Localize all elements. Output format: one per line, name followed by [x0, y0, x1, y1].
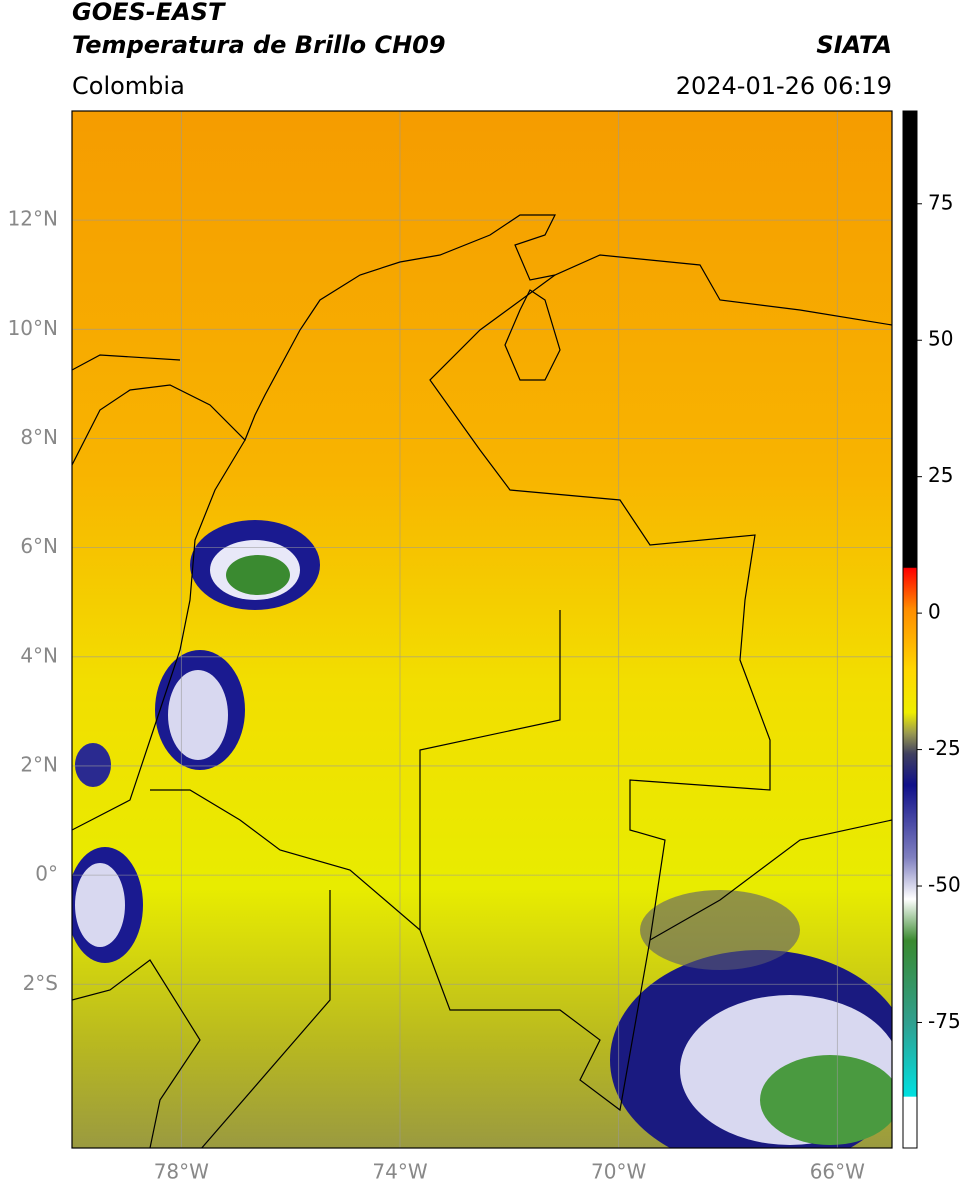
cloud: [640, 890, 800, 970]
coastline: [72, 214, 892, 466]
lat-tick-label: 6°N: [20, 534, 58, 558]
axis-ticks: 78°W 74°W 70°W 66°W 12°N 10°N 8°N 6°N 4°N 2°N 0° 2°…: [8, 207, 866, 1184]
colorbar-tick-label: 25: [928, 463, 953, 487]
admin-border: [200, 610, 561, 1148]
region: Colombia: [72, 72, 185, 100]
country-border: [649, 819, 892, 941]
subtitle: Temperatura de Brillo CH09: [72, 31, 446, 59]
country-border: [72, 354, 181, 371]
cloud-features: [72, 520, 892, 1148]
colorbar-tick-label: -25: [928, 736, 961, 760]
cloud: [760, 1055, 892, 1145]
lat-tick-label: 4°N: [20, 643, 58, 667]
lat-tick-label: 8°N: [20, 425, 58, 449]
colorbar-tick-label: 75: [928, 190, 953, 214]
cloud: [226, 555, 290, 595]
map-frame: [71, 110, 893, 1149]
datetime: 2024-01-26 06:19: [676, 72, 892, 100]
colorbar: [902, 110, 918, 1149]
lat-tick-label: 2°S: [23, 971, 58, 995]
graticule: [72, 111, 892, 1148]
colorbar-tick-label: -50: [928, 873, 961, 897]
colorbar-tick-label: 50: [928, 327, 953, 351]
coastline: [72, 439, 246, 831]
borders: [72, 214, 892, 1148]
colorbar-tick-label: -75: [928, 1009, 961, 1033]
lat-tick-label: 12°N: [8, 207, 58, 231]
cloud: [168, 670, 228, 760]
map-area: [72, 111, 892, 1148]
coastline: [72, 959, 201, 1148]
lat-tick-label: 10°N: [8, 316, 58, 340]
lon-tick-label: 78°W: [154, 1160, 209, 1184]
colorbar-ticks: 75 50 25 0 -25 -50 -75: [917, 190, 961, 1033]
title: GOES-EAST: [72, 0, 226, 26]
source: SIATA: [816, 31, 892, 59]
lon-tick-label: 70°W: [591, 1160, 646, 1184]
cloud: [75, 743, 111, 787]
colorbar-tick-label: 0: [928, 600, 941, 624]
lat-tick-label: 0°: [35, 862, 58, 886]
country-border: [150, 274, 771, 1112]
cloud: [75, 863, 125, 947]
lat-tick-label: 2°N: [20, 752, 58, 776]
lake: [504, 289, 561, 381]
lon-tick-label: 74°W: [372, 1160, 427, 1184]
lon-tick-label: 66°W: [810, 1160, 865, 1184]
